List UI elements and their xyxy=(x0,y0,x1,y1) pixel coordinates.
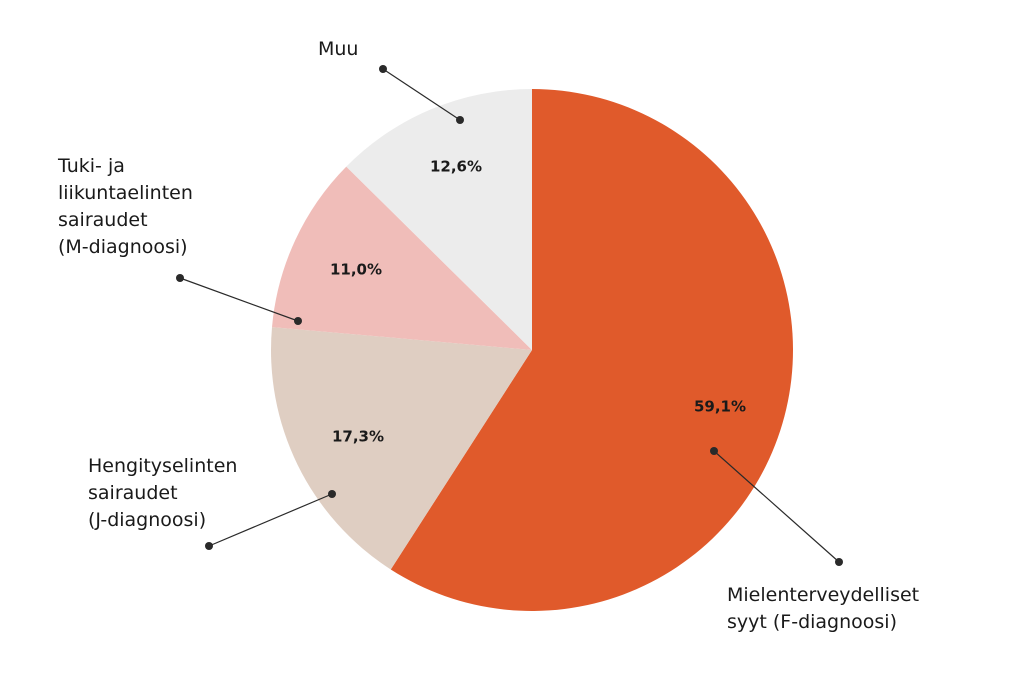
category-label-line: (M-diagnoosi) xyxy=(58,236,188,258)
leader-dot-j-diagnoosi-inner xyxy=(328,490,336,498)
category-label-line: (J-diagnoosi) xyxy=(88,509,206,531)
value-label-muu: 12,6% xyxy=(430,158,482,176)
leader-line-f-diagnoosi xyxy=(713,450,840,563)
category-label-line: sairaudet xyxy=(58,209,148,231)
value-label-m-diagnoosi: 11,0% xyxy=(330,261,382,279)
value-label-f-diagnoosi: 59,1% xyxy=(694,398,746,416)
leader-dot-muu-inner xyxy=(456,116,464,124)
category-label-muu: Muu xyxy=(318,38,358,60)
leader-dot-f-diagnoosi-inner xyxy=(710,447,718,455)
category-label-line: sairaudet xyxy=(88,482,178,504)
slice-muu xyxy=(346,89,532,350)
category-label-m-diagnoosi: Tuki- ja liikuntaelinten sairaudet (M-diagn… xyxy=(57,155,193,258)
category-label-line: Mielenterveydelliset xyxy=(727,584,919,606)
leader-line-m-diagnoosi xyxy=(179,277,299,322)
slice-j-diagnoosi xyxy=(271,327,532,570)
category-label-line: Muu xyxy=(318,38,358,60)
value-label-j-diagnoosi: 17,3% xyxy=(332,428,384,446)
category-label-line: Tuki- ja xyxy=(57,155,125,177)
pie-slices xyxy=(271,89,793,611)
category-label-j-diagnoosi: Hengityselinten sairaudet (J-diagnoosi) xyxy=(88,455,237,531)
category-labels: Mielenterveydelliset syyt (F-diagnoosi) He… xyxy=(57,38,919,633)
leader-dot-muu-outer xyxy=(379,65,387,73)
slice-f-diagnoosi xyxy=(390,89,793,611)
leader-dot-f-diagnoosi-outer xyxy=(835,558,843,566)
leader-dot-j-diagnoosi-outer xyxy=(205,542,213,550)
leader-dot-m-diagnoosi-inner xyxy=(294,317,302,325)
leader-line-j-diagnoosi xyxy=(208,493,333,547)
slice-m-diagnoosi xyxy=(272,166,532,350)
category-label-line: Hengityselinten xyxy=(88,455,237,477)
leader-line-muu xyxy=(382,68,461,121)
category-label-line: syyt (F-diagnoosi) xyxy=(727,611,897,633)
leader-dot-m-diagnoosi-outer xyxy=(176,274,184,282)
category-label-line: liikuntaelinten xyxy=(58,182,193,204)
percent-labels: 59,1% 17,3% 11,0% 12,6% xyxy=(330,158,746,446)
leader-lines xyxy=(176,65,843,566)
category-label-f-diagnoosi: Mielenterveydelliset syyt (F-diagnoosi) xyxy=(727,584,919,633)
